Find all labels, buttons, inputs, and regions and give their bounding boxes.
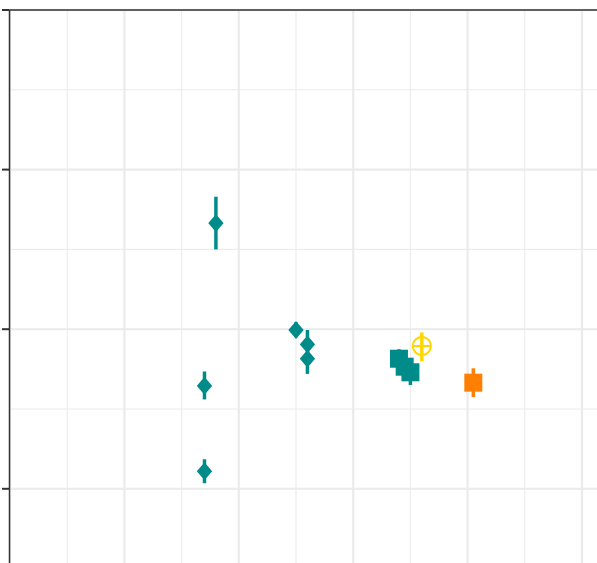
diamond-point <box>299 349 316 368</box>
diamond-point <box>196 376 213 395</box>
panel-background <box>10 10 597 563</box>
square-point <box>401 363 420 382</box>
data-marks <box>196 196 483 484</box>
diamond-point <box>196 462 213 481</box>
diamond-point <box>208 214 224 233</box>
diamond-point <box>288 320 304 339</box>
y-axis-ticks <box>2 9 9 490</box>
square-point <box>464 373 483 392</box>
diamond-point <box>299 335 316 354</box>
axes <box>8 9 597 563</box>
